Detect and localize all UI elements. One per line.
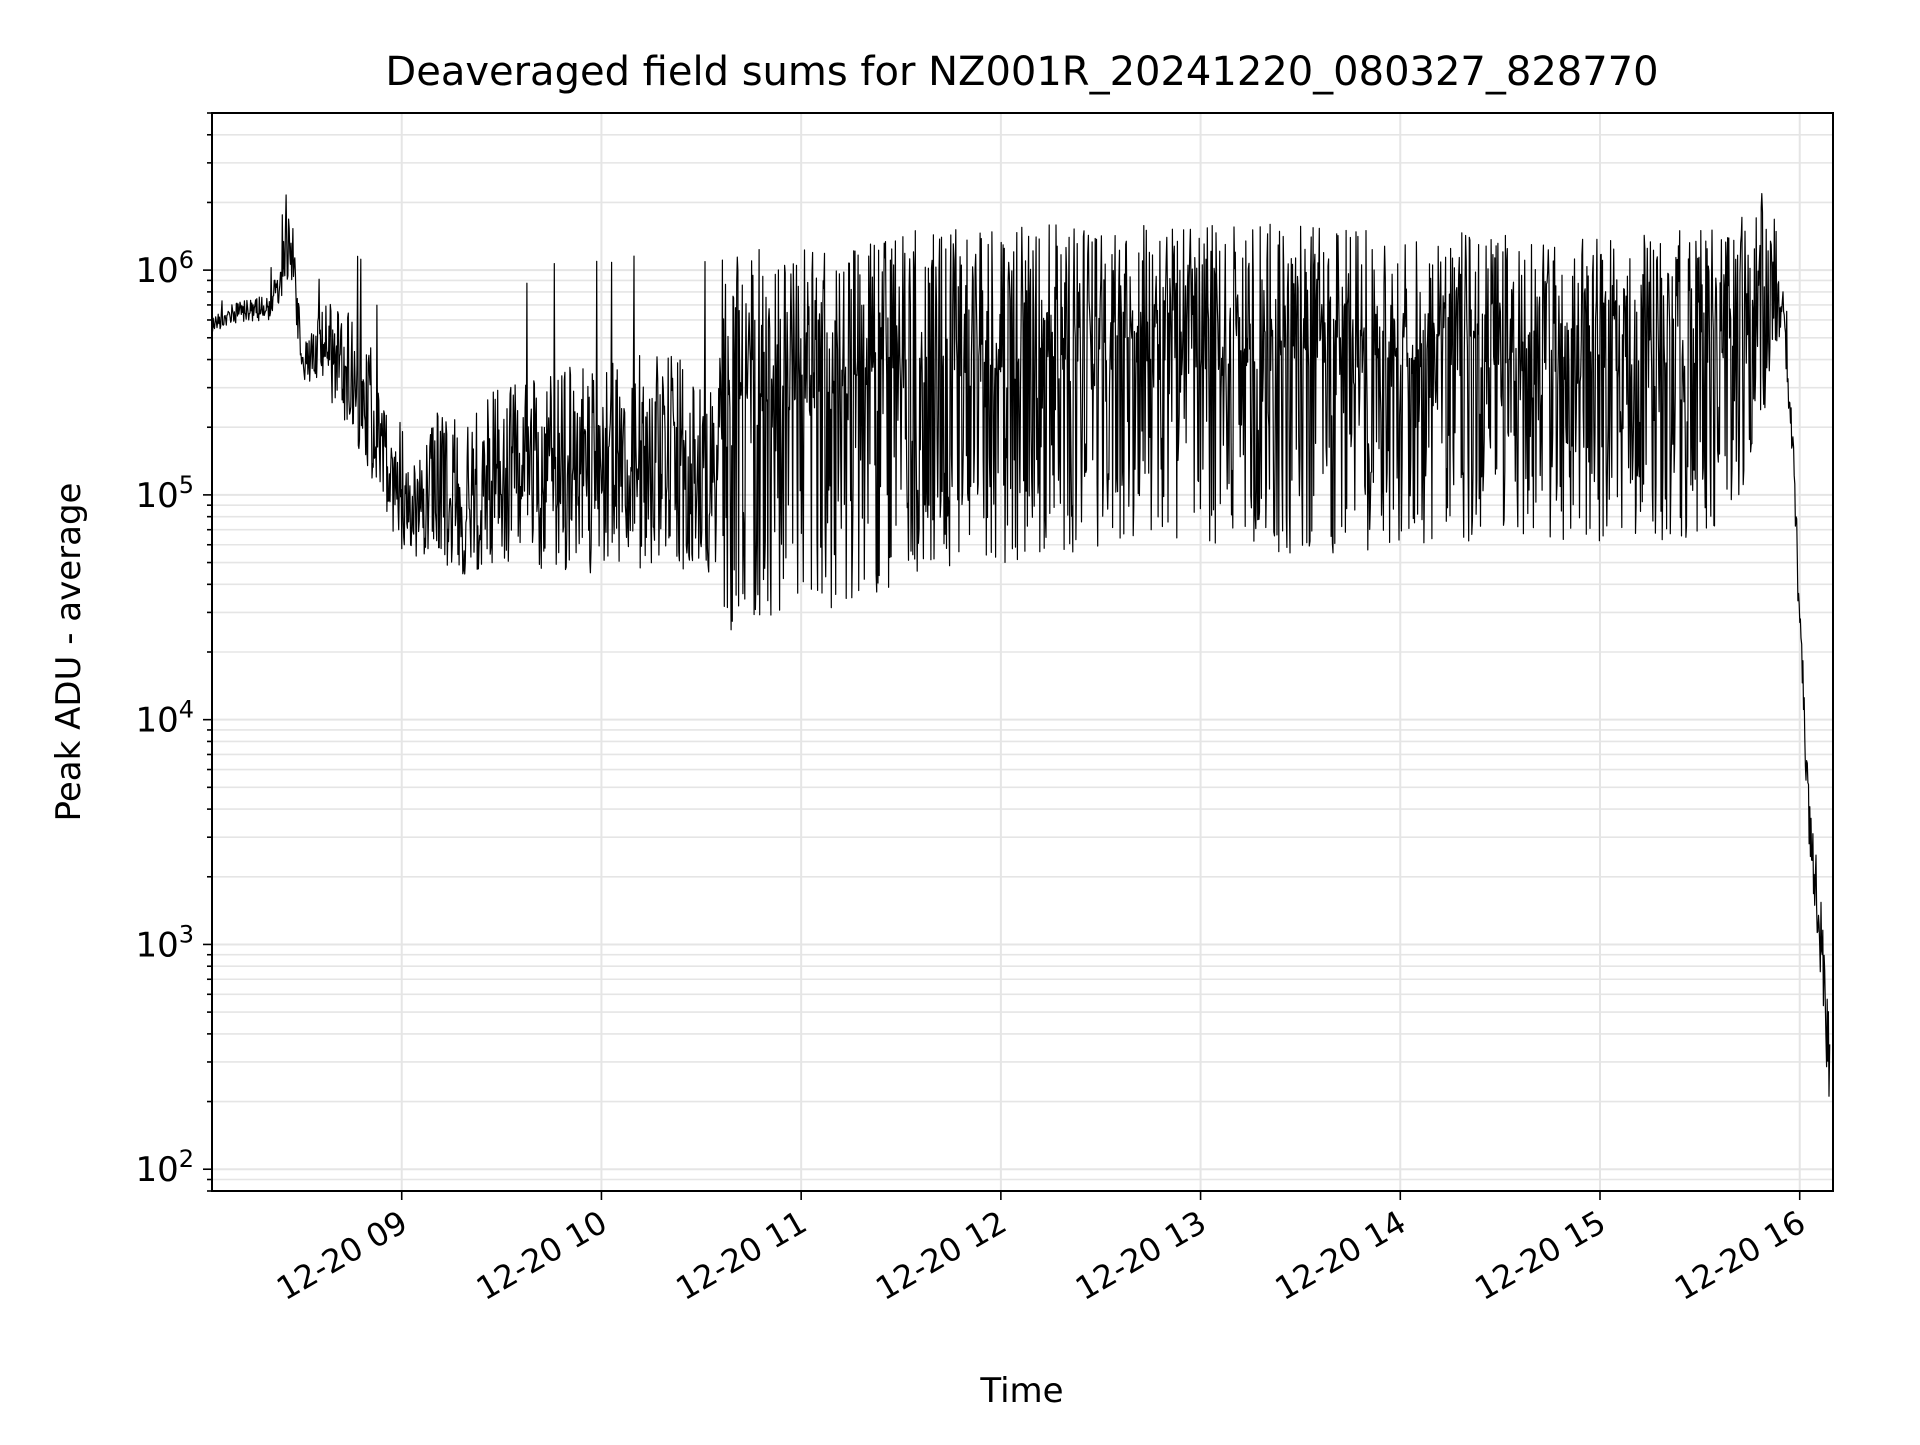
y-tick-label: 106: [135, 246, 194, 291]
series-line: [211, 193, 1831, 1097]
y-tick-label: 104: [135, 696, 194, 741]
plot-data: [211, 193, 1831, 1097]
x-axis-label: Time: [979, 1371, 1063, 1411]
y-tick-label: 103: [135, 920, 194, 965]
y-axis-label: Peak ADU - average: [49, 483, 89, 822]
chart-title: Deaveraged field sums for NZ001R_2024122…: [385, 49, 1658, 95]
y-tick-label: 102: [135, 1145, 194, 1190]
y-tick-label: 105: [135, 471, 194, 516]
